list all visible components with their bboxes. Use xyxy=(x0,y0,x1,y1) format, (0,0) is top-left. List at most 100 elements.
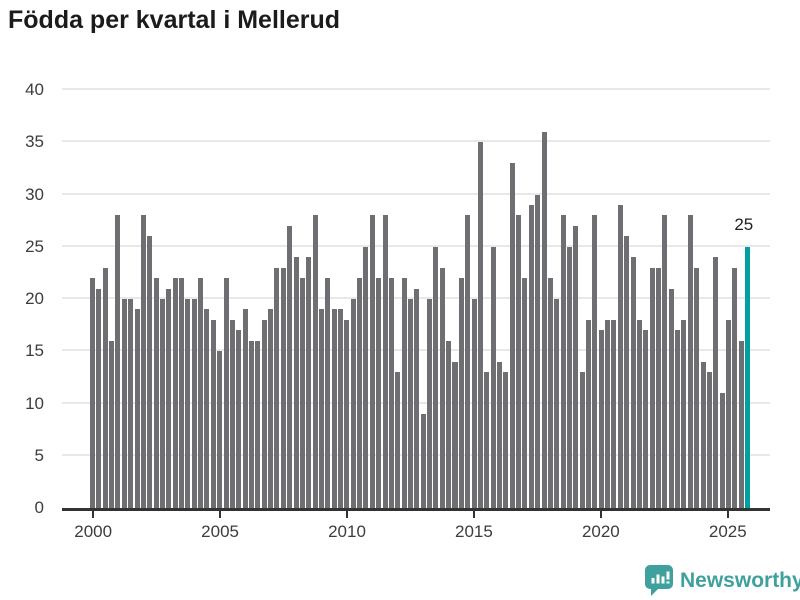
bar xyxy=(458,278,464,508)
bar xyxy=(713,257,719,508)
bar xyxy=(325,278,331,508)
bar xyxy=(268,309,274,508)
bar xyxy=(274,267,280,508)
bar xyxy=(706,372,712,508)
bar xyxy=(719,393,725,508)
bar-highlighted xyxy=(745,246,751,508)
bar xyxy=(700,361,706,508)
bar xyxy=(179,278,185,508)
bar xyxy=(96,288,102,508)
bar xyxy=(624,236,630,508)
bar xyxy=(433,246,439,508)
bar xyxy=(287,225,293,508)
bar xyxy=(554,299,560,508)
bar xyxy=(280,267,286,508)
x-tick-label: 2025 xyxy=(708,522,747,541)
bar xyxy=(675,330,681,508)
bar xyxy=(185,299,191,508)
bar xyxy=(643,330,649,508)
bar xyxy=(191,299,197,508)
y-tick-label: 15 xyxy=(25,341,44,361)
bar xyxy=(484,372,490,508)
x-tick-mark xyxy=(726,511,729,518)
bar xyxy=(140,215,146,508)
page-title: Födda per kvartal i Mellerud xyxy=(8,6,341,34)
bar xyxy=(229,319,235,508)
bar xyxy=(522,278,528,508)
bar xyxy=(738,340,744,508)
bar xyxy=(299,278,305,508)
x-tick-label: 2000 xyxy=(74,522,113,541)
bar xyxy=(312,215,318,508)
bar xyxy=(725,319,731,508)
x-tick-label: 2010 xyxy=(328,522,366,541)
bar xyxy=(732,267,738,508)
bar xyxy=(255,340,261,508)
bar xyxy=(159,299,165,508)
bar xyxy=(427,299,433,508)
bar xyxy=(198,278,204,508)
bar xyxy=(420,413,426,508)
y-tick-label: 0 xyxy=(34,498,44,517)
x-tick-mark xyxy=(472,511,475,518)
bar xyxy=(490,246,496,508)
bar xyxy=(668,288,674,508)
bar xyxy=(401,278,407,508)
bar xyxy=(102,267,108,508)
bar xyxy=(535,194,541,508)
y-tick-label: 25 xyxy=(25,236,44,256)
gridline xyxy=(62,244,770,247)
bar xyxy=(331,309,337,508)
bar xyxy=(388,278,394,508)
y-tick-label: 40 xyxy=(25,80,44,99)
bar xyxy=(147,236,153,508)
gridline xyxy=(62,88,770,90)
bar xyxy=(598,330,604,508)
bar xyxy=(407,299,413,508)
last-value-label: 25 xyxy=(734,214,754,234)
bar-series xyxy=(90,90,751,508)
y-tick-label: 30 xyxy=(25,184,44,204)
bar xyxy=(166,288,172,508)
bar xyxy=(439,267,445,508)
bar xyxy=(128,299,134,508)
x-tick-label: 2015 xyxy=(455,522,493,541)
y-tick-label: 35 xyxy=(25,132,44,152)
bar xyxy=(636,319,642,508)
bar xyxy=(369,215,375,508)
bar xyxy=(649,267,655,508)
bar xyxy=(687,215,693,508)
x-tick-mark xyxy=(346,511,349,518)
bar xyxy=(363,246,369,508)
bar xyxy=(528,204,534,508)
bar xyxy=(509,163,515,508)
bar xyxy=(134,309,140,508)
bar xyxy=(579,372,585,508)
bar xyxy=(350,299,356,508)
bar xyxy=(541,131,547,508)
x-tick-mark xyxy=(599,511,602,518)
newsworthy-logo-text: Newsworthy xyxy=(680,568,800,592)
bar xyxy=(503,372,509,508)
y-tick-label: 10 xyxy=(25,393,44,413)
bar xyxy=(357,278,363,508)
y-axis-labels: 0 5 10 15 20 25 30 35 40 xyxy=(0,81,46,517)
x-tick-mark xyxy=(219,511,222,518)
bar xyxy=(655,267,661,508)
gridline xyxy=(62,192,770,195)
bar xyxy=(547,278,553,508)
bar xyxy=(115,215,121,508)
bar xyxy=(395,372,401,508)
bar xyxy=(236,330,242,508)
bar xyxy=(172,278,178,508)
y-tick-label: 20 xyxy=(25,289,44,308)
bar xyxy=(611,319,617,508)
bar xyxy=(694,267,700,508)
bar xyxy=(242,309,248,508)
bar xyxy=(465,215,471,508)
bar xyxy=(382,215,388,508)
bar xyxy=(376,278,382,508)
newsworthy-logo: Newsworthy xyxy=(645,565,800,596)
bar xyxy=(605,319,611,508)
bar xyxy=(497,361,503,508)
